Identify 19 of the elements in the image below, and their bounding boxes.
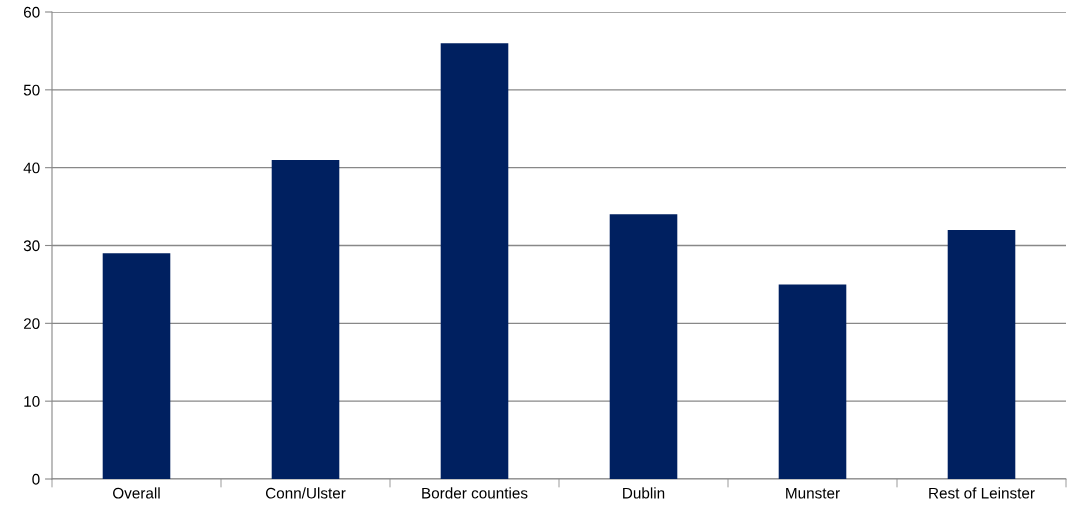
y-tick-label: 50 [23, 84, 40, 96]
x-tick-label: Border counties [422, 487, 528, 499]
y-tick-label: 60 [23, 6, 40, 18]
bar [609, 214, 678, 479]
bar [271, 159, 340, 479]
y-tick-label: 0 [32, 473, 40, 485]
y-tick-label: 10 [24, 396, 40, 407]
x-tick-label: Dublin [623, 487, 665, 499]
bar [947, 229, 1016, 479]
x-tick-label: Overall [113, 487, 160, 499]
y-tick-label: 20 [23, 318, 40, 330]
x-tick-label: Munster [786, 487, 840, 499]
y-tick-label: 40 [23, 162, 40, 174]
x-tick-label: Conn/Ulster [265, 487, 346, 499]
x-tick-label: Rest of Leinster [929, 487, 1035, 499]
bar [778, 284, 847, 479]
bar [440, 43, 509, 479]
bar [102, 253, 171, 479]
y-tick-label: 30 [23, 240, 40, 252]
